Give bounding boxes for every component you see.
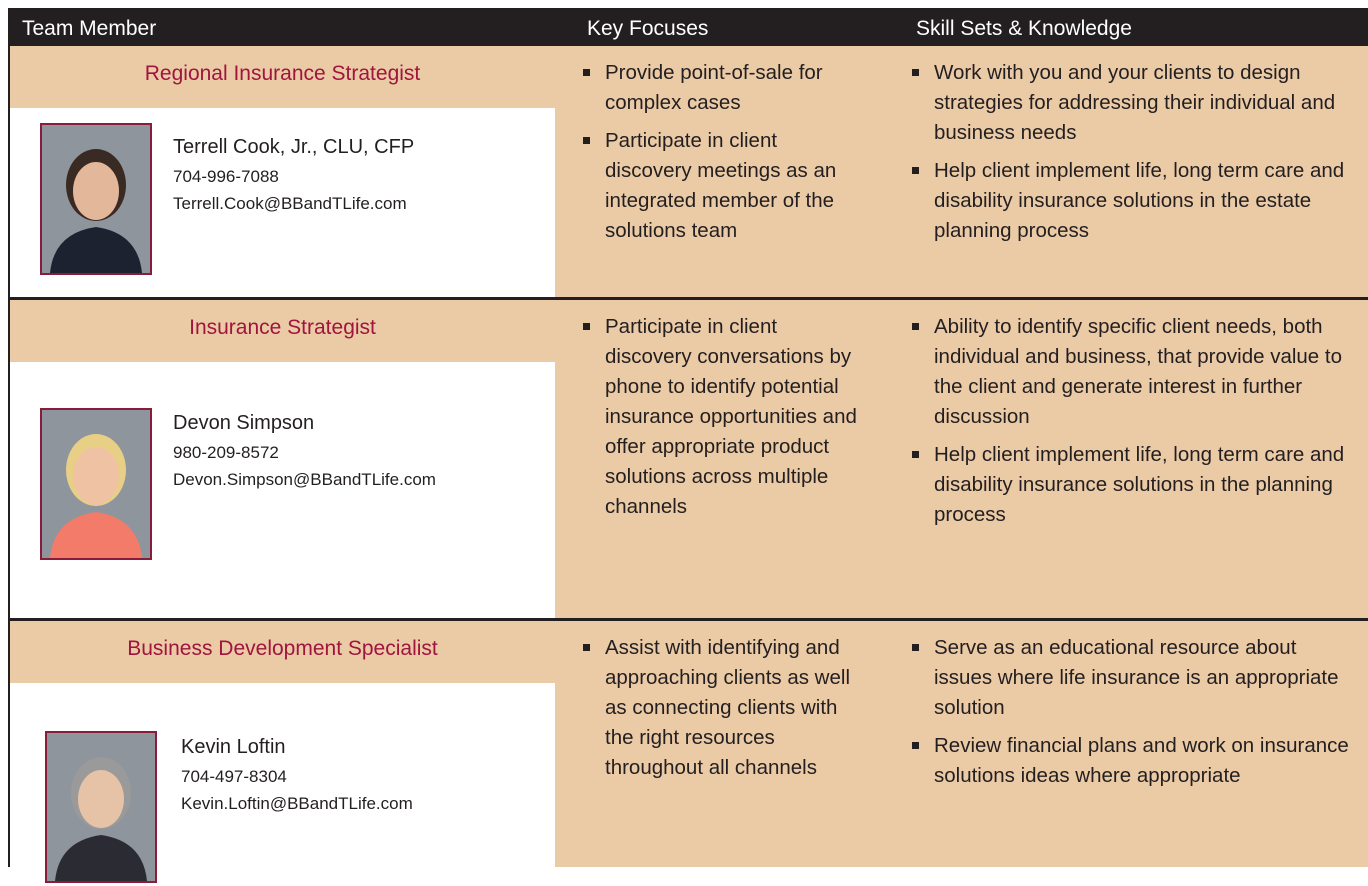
person-phone: 980-209-8572 xyxy=(173,443,279,462)
member-photo xyxy=(40,408,152,560)
bullet-item: Participate in client discovery conversa… xyxy=(580,312,860,522)
page: Team Member Key Focuses Skill Sets & Kno… xyxy=(8,8,1368,883)
skills: Serve as an educational resource about i… xyxy=(909,633,1349,799)
bullet-item: Help client implement life, long term ca… xyxy=(909,440,1349,530)
member-photo xyxy=(40,123,152,275)
person-name: Devon Simpson xyxy=(173,412,315,434)
header: Team Member Key Focuses Skill Sets & Kno… xyxy=(8,8,1368,46)
person-email: Devon.Simpson@BBandTLife.com xyxy=(173,470,436,489)
member-card: Devon Simpson 980-209-8572 Devon.Simpson@B… xyxy=(10,362,555,618)
member-card: Kevin Loftin 704-497-8304 Kevin.Loftin@BBa… xyxy=(10,683,555,883)
person-email: Kevin.Loftin@BBandTLife.com xyxy=(181,794,413,813)
skills: Ability to identify specific client need… xyxy=(909,312,1349,538)
role-title: Business Development Specialist xyxy=(127,637,438,660)
key-focuses: Assist with identifying and approaching … xyxy=(580,633,860,791)
portrait xyxy=(42,125,150,273)
person-email: Terrell.Cook@BBandTLife.com xyxy=(173,194,407,213)
bullet-item: Participate in client discovery meetings… xyxy=(580,126,860,246)
bullet-item: Assist with identifying and approaching … xyxy=(580,633,860,783)
person-name: Terrell Cook, Jr., CLU, CFP xyxy=(173,136,415,158)
bullet-item: Work with you and your clients to design… xyxy=(909,58,1349,148)
person-info: Devon Simpson 980-209-8572 Devon.Simpson@B… xyxy=(173,412,436,493)
role-title: Insurance Strategist xyxy=(189,316,376,339)
skills: Work with you and your clients to design… xyxy=(909,58,1349,254)
table-row: Regional Insurance Strategist Terrell Coo… xyxy=(8,46,1368,297)
bullet-item: Ability to identify specific client need… xyxy=(909,312,1349,432)
person-info: Kevin Loftin 704-497-8304 Kevin.Loftin@BBa… xyxy=(181,736,413,817)
column-header: Key Focuses xyxy=(587,17,709,40)
member-photo xyxy=(45,731,157,883)
table-row: Insurance Strategist Devon Simpson 980-209… xyxy=(8,300,1368,618)
row-separator xyxy=(8,297,1368,300)
person-phone: 704-996-7088 xyxy=(173,167,279,186)
key-focuses: Provide point-of-sale for complex cases P… xyxy=(580,58,860,254)
person-name: Kevin Loftin xyxy=(181,736,286,758)
person-info: Terrell Cook, Jr., CLU, CFP 704-996-7088 T… xyxy=(173,136,414,217)
portrait xyxy=(42,410,150,558)
row-separator xyxy=(8,618,1368,621)
portrait xyxy=(47,733,155,881)
role-title: Regional Insurance Strategist xyxy=(144,62,421,85)
column-header: Skill Sets & Knowledge xyxy=(916,17,1132,40)
column-header: Team Member xyxy=(22,17,157,40)
table-row: Business Development Specialist Kevin Lof… xyxy=(8,621,1368,883)
bullet-item: Review financial plans and work on insur… xyxy=(909,731,1349,791)
bullet-item: Serve as an educational resource about i… xyxy=(909,633,1349,723)
bullet-item: Provide point-of-sale for complex cases xyxy=(580,58,860,118)
bullet-item: Help client implement life, long term ca… xyxy=(909,156,1349,246)
key-focuses: Participate in client discovery conversa… xyxy=(580,312,860,530)
member-card: Terrell Cook, Jr., CLU, CFP 704-996-7088 T… xyxy=(10,108,555,297)
person-phone: 704-497-8304 xyxy=(181,767,287,786)
